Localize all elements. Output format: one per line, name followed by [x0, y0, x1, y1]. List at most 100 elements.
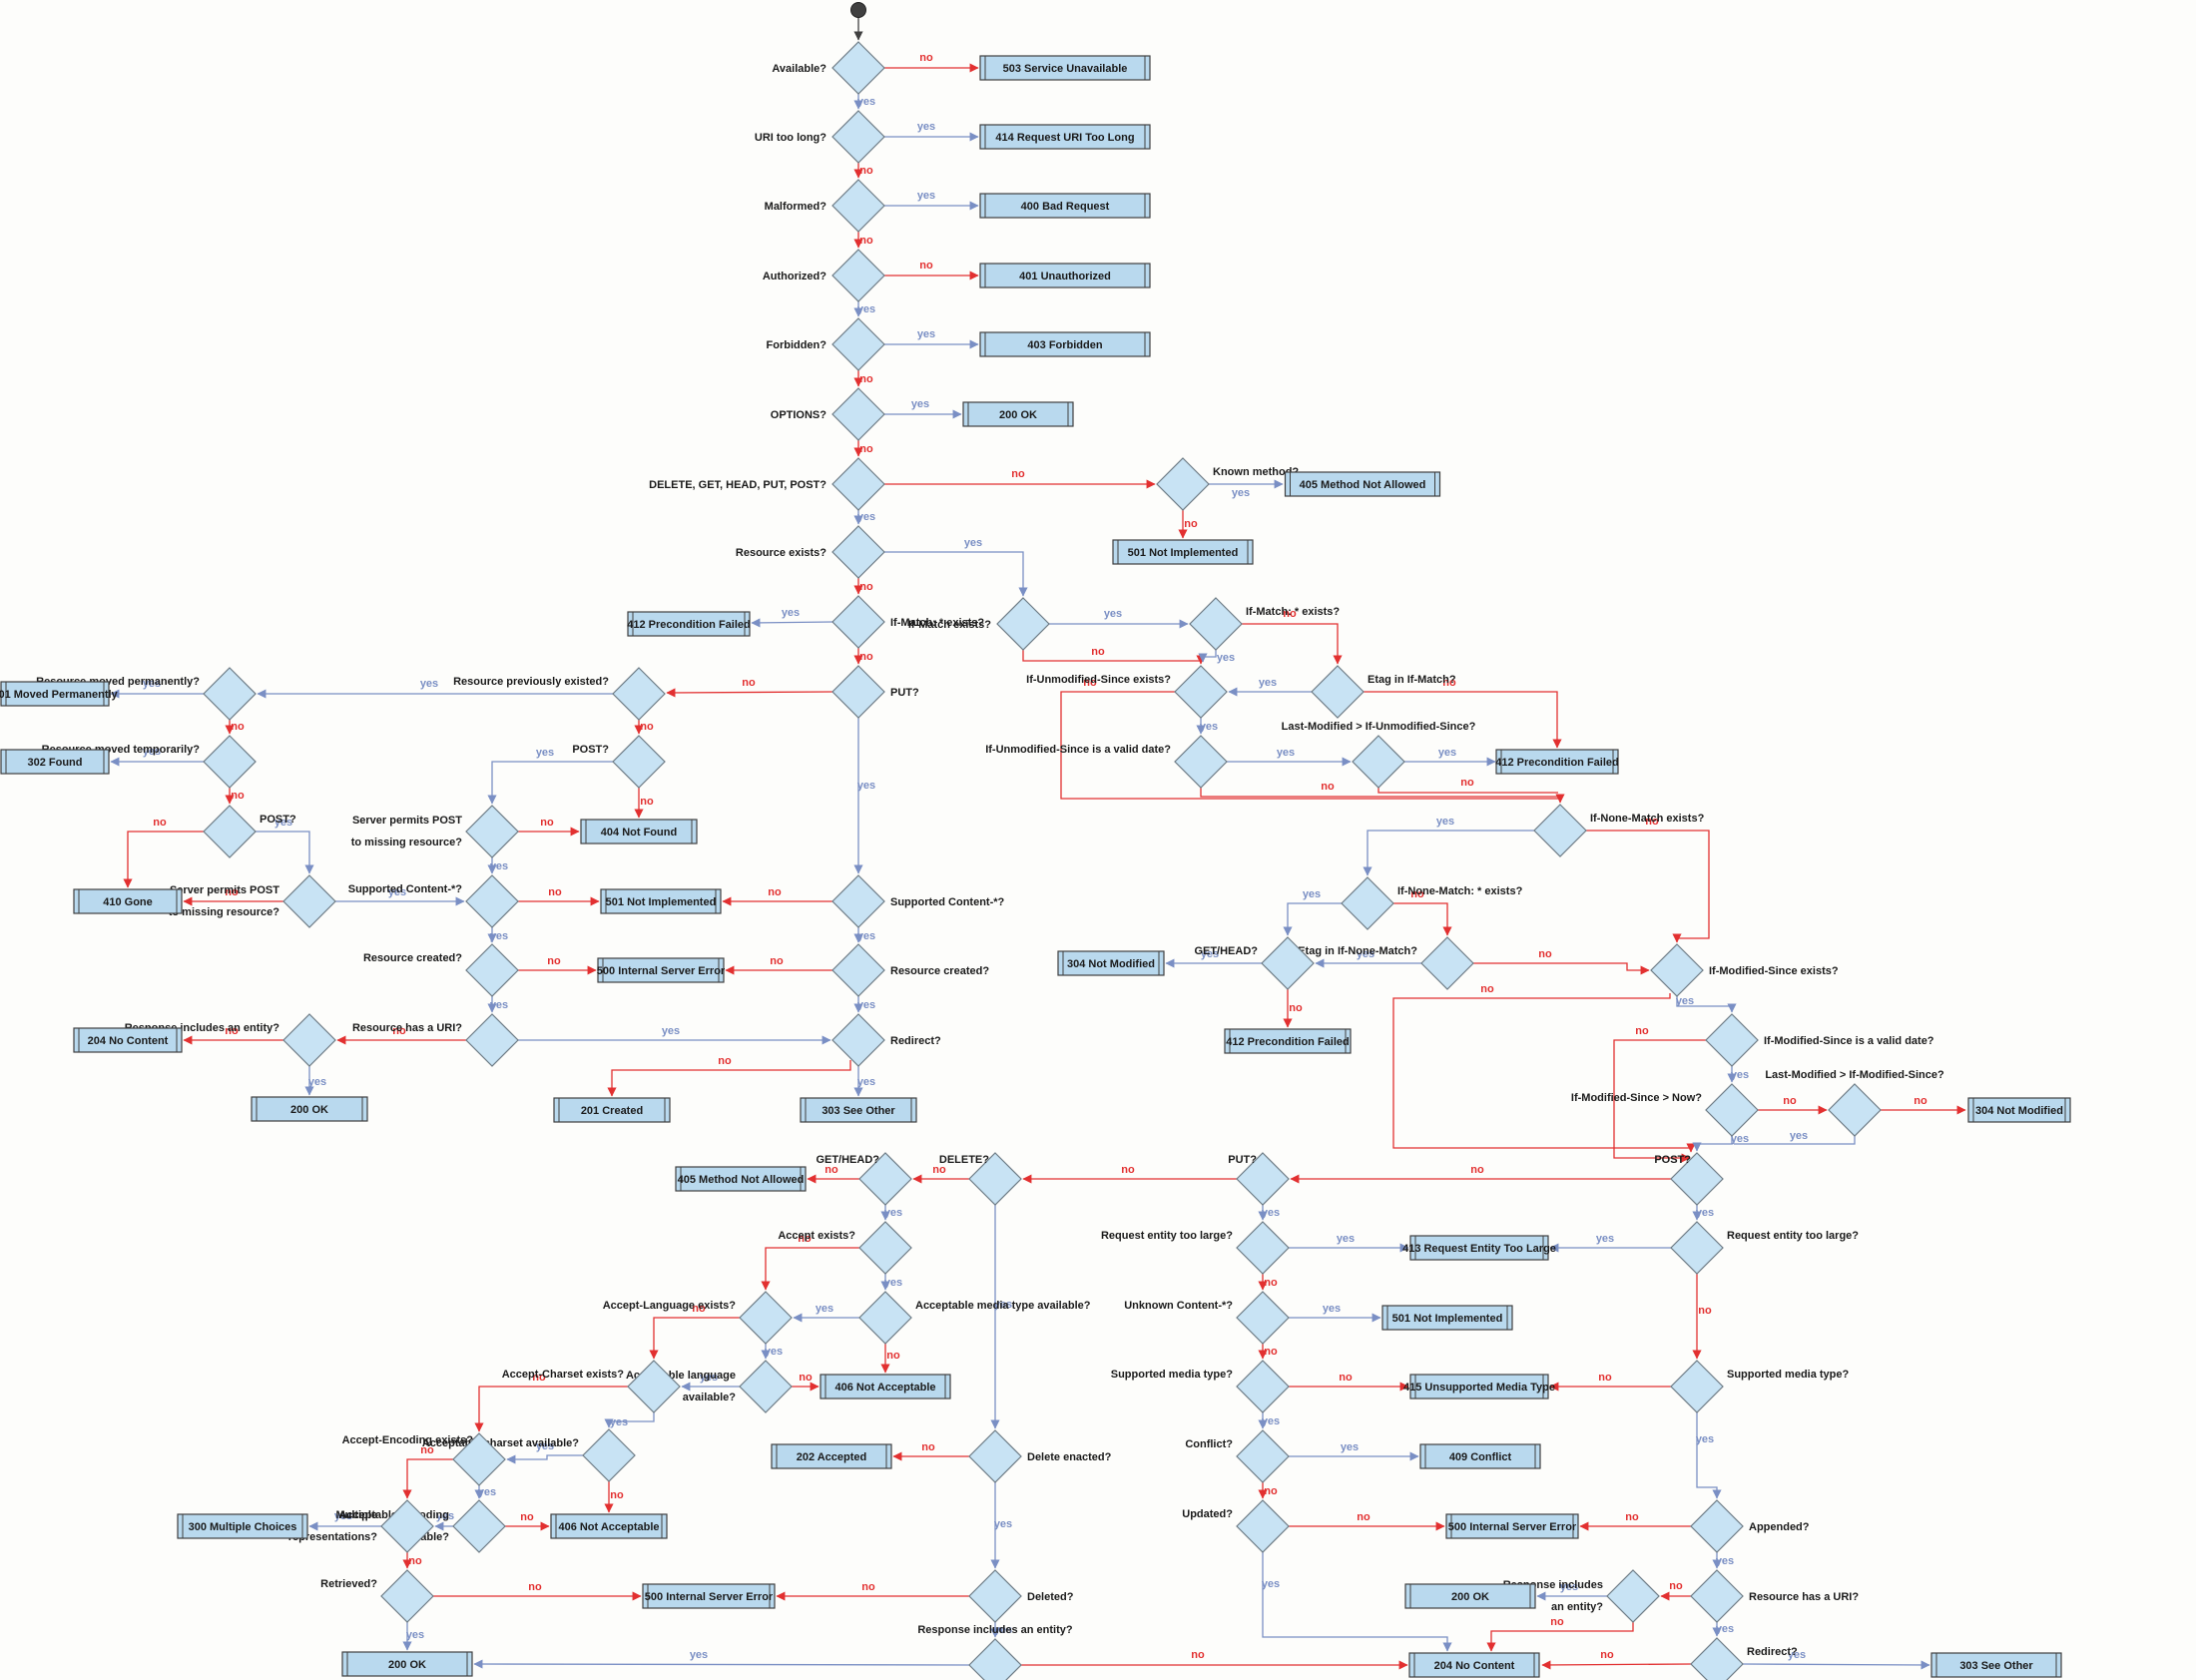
edge-label: no — [225, 1025, 239, 1037]
edge-label: no — [528, 1581, 542, 1593]
status-label: 503 Service Unavailable — [1003, 63, 1128, 75]
decision-d_deleted — [968, 1569, 1022, 1623]
decision-d_mperm — [203, 667, 257, 721]
edge-label: yes — [994, 1624, 1012, 1636]
status-b_503 — [979, 55, 1151, 81]
decision-d_charset — [627, 1360, 681, 1413]
decision-label: If-Unmodified-Since exists? — [1026, 674, 1171, 686]
decision-d_lm_ims — [1828, 1083, 1882, 1137]
status-b_501c — [1381, 1305, 1513, 1331]
status-b_412b — [1495, 749, 1619, 775]
edge-yes — [884, 551, 1028, 597]
edge-label: no — [718, 1055, 732, 1067]
edge-label: no — [1669, 1580, 1683, 1592]
edge-no — [607, 1060, 851, 1097]
decision-d_eavail — [452, 1499, 506, 1553]
decision-d_gh2 — [858, 1152, 912, 1206]
edge-label: yes — [1696, 1207, 1714, 1219]
edge-label: yes — [1262, 1578, 1280, 1590]
edge-label: yes — [1731, 1133, 1749, 1145]
edge-label: no — [153, 817, 167, 829]
edge-label: no — [919, 52, 933, 64]
edge-label: yes — [917, 328, 935, 340]
edge-no — [1541, 1660, 1692, 1670]
edge-no — [474, 1386, 628, 1432]
edge-yes — [1198, 650, 1217, 663]
edge-label: no — [1598, 1372, 1612, 1384]
decision-label: OPTIONS? — [771, 409, 827, 421]
decision-d_unknown — [1236, 1291, 1290, 1345]
decision-label: POST? — [260, 814, 296, 826]
decision-d_available — [831, 41, 885, 95]
decision-label: Conflict? — [1185, 1438, 1233, 1450]
decision-label: If-Match: * exists? — [1246, 606, 1340, 618]
status-b_414 — [979, 124, 1151, 150]
edge-label: yes — [857, 511, 875, 523]
edge-label: yes — [1262, 1207, 1280, 1219]
decision-label: Supported Content-*? — [348, 883, 463, 895]
decision-label: Resource created? — [890, 965, 989, 977]
decision-d_rie1 — [282, 1013, 336, 1067]
decision-d_lavail — [739, 1360, 793, 1413]
edge-label: no — [532, 1372, 546, 1384]
edge-yes — [604, 1412, 655, 1428]
decision-d_put1 — [831, 665, 885, 719]
edge-label: yes — [857, 96, 875, 108]
status-b_401 — [979, 263, 1151, 288]
edge-label: yes — [911, 398, 929, 410]
decision-label: Resource exists? — [736, 547, 826, 559]
edge-label: no — [1121, 1164, 1135, 1176]
edge-label: no — [1339, 1372, 1353, 1384]
decision-d_ius — [1174, 665, 1228, 719]
decision-d_ius_valid — [1174, 735, 1228, 789]
decision-d_ims_valid — [1705, 1013, 1759, 1067]
status-b_406b — [550, 1513, 668, 1539]
edge-yes — [1363, 830, 1534, 876]
edge-label: no — [859, 373, 873, 385]
status-label: 204 No Content — [1434, 1660, 1515, 1672]
edge-label: yes — [308, 1076, 326, 1088]
decision-d_del — [968, 1152, 1022, 1206]
edge-label: yes — [964, 537, 982, 549]
decision-d_uri — [831, 110, 885, 164]
status-label: 304 Not Modified — [1975, 1105, 2063, 1117]
status-label: 405 Method Not Allowed — [678, 1174, 805, 1186]
status-b_500d — [1445, 1513, 1579, 1539]
decision-d_lm_ius — [1352, 735, 1405, 789]
decision-label: Acceptable media type available? — [915, 1300, 1091, 1312]
edge-yes — [506, 1454, 583, 1464]
decision-label: Supported media type? — [1111, 1369, 1234, 1381]
edge-label: no — [420, 1444, 434, 1456]
decision-label: GET/HEAD? — [1194, 945, 1258, 957]
status-label: 204 No Content — [88, 1035, 169, 1047]
decision-label: Server permits POST — [170, 884, 279, 896]
edge-yes — [1742, 1660, 1930, 1670]
edge-label: no — [640, 721, 654, 733]
edge-label: yes — [1259, 677, 1277, 689]
status-label: 414 Request URI Too Long — [995, 132, 1134, 144]
status-label: 403 Forbidden — [1027, 339, 1102, 351]
decision-d_etag_inm — [1420, 936, 1474, 990]
edge-label: no — [859, 651, 873, 663]
decision-label: Request entity too large? — [1101, 1230, 1233, 1242]
edge-label: yes — [536, 1440, 554, 1452]
edge-no — [1060, 691, 1565, 804]
status-b_303a — [800, 1097, 917, 1123]
status-label: 409 Conflict — [1449, 1451, 1512, 1463]
edge-label: no — [1538, 948, 1552, 960]
edge-label: yes — [1232, 487, 1250, 499]
edge-no — [1364, 691, 1562, 749]
status-b_410 — [73, 888, 183, 914]
edge-label: yes — [478, 1486, 496, 1498]
edge-label: no — [1645, 816, 1659, 828]
edge-no — [1022, 650, 1206, 665]
edge-label: no — [921, 1441, 935, 1453]
edge-label: yes — [816, 1303, 833, 1315]
edge-label: no — [1184, 518, 1198, 530]
edge-label: no — [640, 796, 654, 808]
decision-d_lang — [739, 1291, 793, 1345]
decision-d_post2 — [612, 735, 666, 789]
decision-label: POST? — [572, 744, 609, 756]
edge-label: yes — [610, 1416, 628, 1428]
